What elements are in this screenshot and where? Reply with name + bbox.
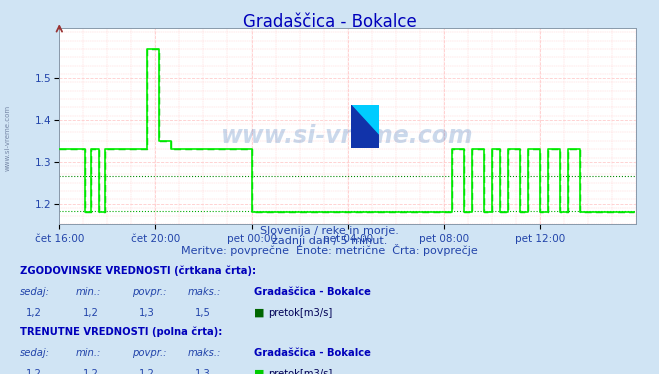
Text: Gradaščica - Bokalce: Gradaščica - Bokalce	[254, 348, 370, 358]
Text: povpr.:: povpr.:	[132, 288, 166, 297]
Text: 1,2: 1,2	[26, 308, 42, 318]
Polygon shape	[351, 105, 378, 148]
Polygon shape	[351, 105, 378, 135]
Text: Gradaščica - Bokalce: Gradaščica - Bokalce	[243, 13, 416, 31]
Text: min.:: min.:	[76, 288, 101, 297]
Text: Gradaščica - Bokalce: Gradaščica - Bokalce	[254, 288, 370, 297]
Text: 1,2: 1,2	[138, 369, 154, 374]
Text: www.si-vreme.com: www.si-vreme.com	[221, 124, 474, 148]
Text: 1,2: 1,2	[26, 369, 42, 374]
Text: TRENUTNE VREDNOSTI (polna črta):: TRENUTNE VREDNOSTI (polna črta):	[20, 327, 222, 337]
Text: maks.:: maks.:	[188, 288, 221, 297]
Text: pretok[m3/s]: pretok[m3/s]	[268, 369, 332, 374]
Text: sedaj:: sedaj:	[20, 288, 50, 297]
Text: 1,2: 1,2	[82, 369, 98, 374]
Text: povpr.:: povpr.:	[132, 348, 166, 358]
Text: pretok[m3/s]: pretok[m3/s]	[268, 308, 332, 318]
Text: Slovenija / reke in morje.: Slovenija / reke in morje.	[260, 226, 399, 236]
Text: zadnji dan / 5 minut.: zadnji dan / 5 minut.	[272, 236, 387, 246]
Text: www.si-vreme.com: www.si-vreme.com	[5, 105, 11, 171]
Text: Meritve: povprečne  Enote: metrične  Črta: povprečje: Meritve: povprečne Enote: metrične Črta:…	[181, 243, 478, 255]
Text: 1,5: 1,5	[194, 308, 210, 318]
Text: 1,3: 1,3	[194, 369, 210, 374]
Text: min.:: min.:	[76, 348, 101, 358]
Text: ZGODOVINSKE VREDNOSTI (črtkana črta):: ZGODOVINSKE VREDNOSTI (črtkana črta):	[20, 265, 256, 276]
Text: 1,3: 1,3	[138, 308, 154, 318]
Text: ■: ■	[254, 369, 264, 374]
Text: maks.:: maks.:	[188, 348, 221, 358]
Text: sedaj:: sedaj:	[20, 348, 50, 358]
Text: 1,2: 1,2	[82, 308, 98, 318]
Text: ■: ■	[254, 308, 264, 318]
